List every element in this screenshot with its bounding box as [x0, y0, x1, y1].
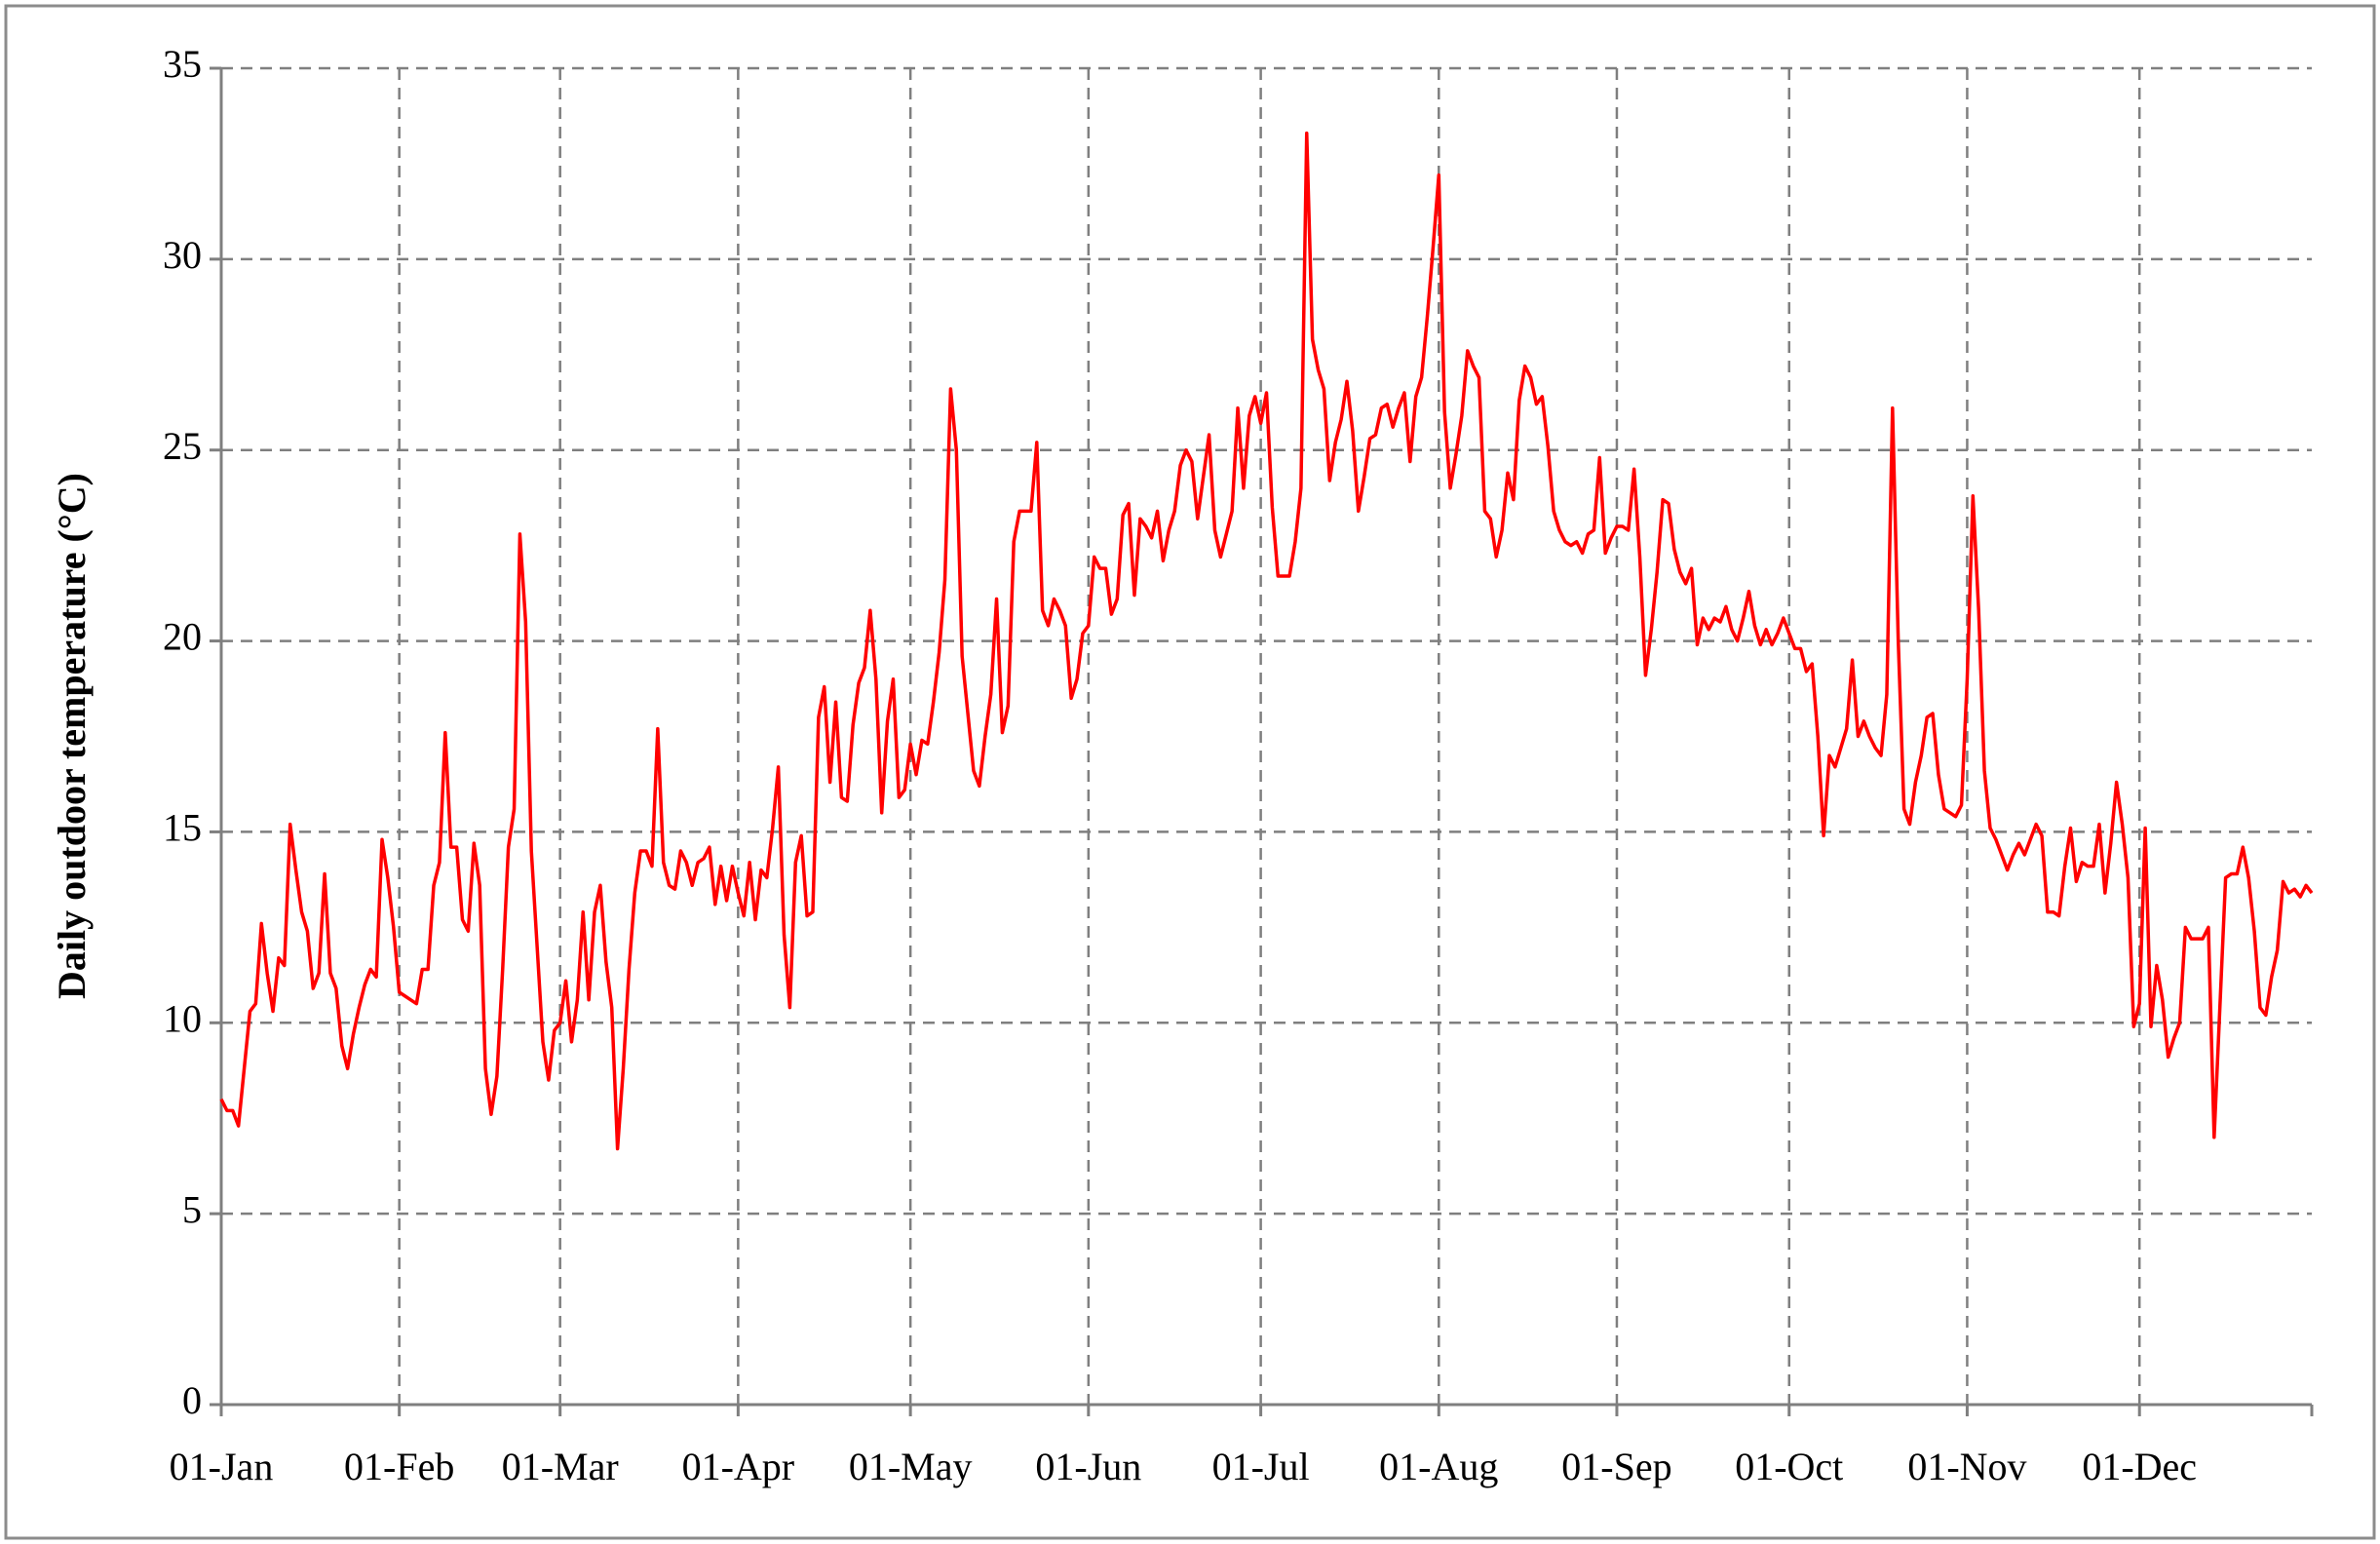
x-tick-label: 01-Nov [1907, 1445, 2026, 1488]
x-tick-label: 01-Mar [502, 1445, 619, 1488]
x-tick-label: 01-Aug [1379, 1445, 1498, 1488]
x-tick-label: 01-Feb [344, 1445, 454, 1488]
x-tick-label: 01-May [849, 1445, 973, 1488]
y-tick-label: 0 [182, 1378, 202, 1422]
y-tick-label: 15 [163, 806, 202, 850]
chart-border [4, 4, 2376, 1540]
y-tick-label: 10 [163, 996, 202, 1040]
y-axis-title: Daily outdoor temperature (°C) [50, 473, 94, 999]
y-tick-label: 25 [163, 424, 202, 468]
x-tick-label: 01-Oct [1735, 1445, 1843, 1488]
x-tick-label: 01-Jul [1212, 1445, 1310, 1488]
y-tick-label: 30 [163, 233, 202, 277]
x-tick-label: 01-Apr [682, 1445, 795, 1488]
x-tick-label: 01-Sep [1561, 1445, 1671, 1488]
x-tick-label: 01-Jan [170, 1445, 274, 1488]
x-tick-label: 01-Dec [2082, 1445, 2197, 1488]
y-tick-label: 35 [163, 42, 202, 86]
y-tick-label: 20 [163, 615, 202, 659]
y-tick-label: 5 [182, 1187, 202, 1231]
data-line [219, 131, 2314, 1151]
x-tick-label: 01-Jun [1035, 1445, 1141, 1488]
